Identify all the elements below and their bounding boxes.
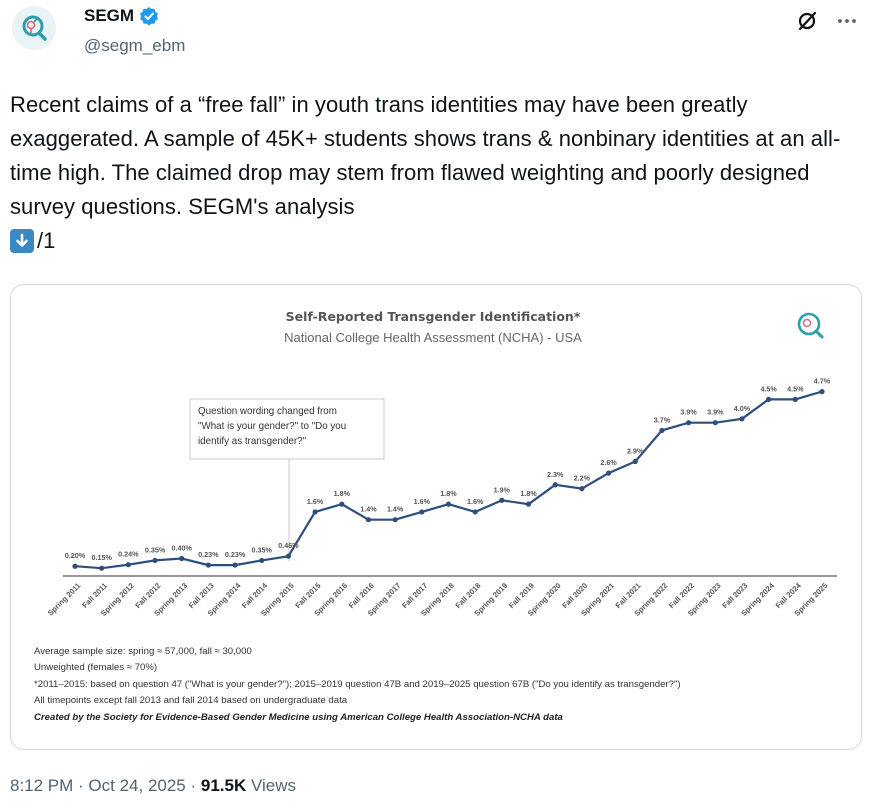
data-point <box>766 396 772 402</box>
segm-logo-icon <box>22 15 47 41</box>
account-handle[interactable]: @segm_ebm <box>84 36 186 55</box>
tweet-text: Recent claims of a “free fall” in youth … <box>10 88 866 258</box>
views-label: Views <box>246 776 297 795</box>
tweet-meta: 8:12 PM · Oct 24, 2025 · 91.5K Views <box>10 776 296 796</box>
data-point <box>819 389 825 395</box>
data-label: 1.6% <box>307 497 324 506</box>
data-label: 0.35% <box>252 545 273 554</box>
data-label: 2.6% <box>600 458 617 467</box>
thread-index: /1 <box>37 228 56 253</box>
data-label: 0.20% <box>65 551 86 560</box>
data-point <box>605 470 612 476</box>
data-label: 2.9% <box>627 446 644 455</box>
data-point <box>659 427 665 434</box>
data-point <box>125 562 131 568</box>
data-label: 1.8% <box>520 489 537 498</box>
series-group <box>72 389 825 571</box>
data-point <box>339 501 345 507</box>
annotation-line-1: Question wording changed from <box>198 406 337 417</box>
data-label: 0.15% <box>91 553 112 562</box>
data-point <box>365 517 372 523</box>
tweet-date[interactable]: Oct 24, 2025 <box>88 776 186 795</box>
chart-logo-icon <box>797 312 824 339</box>
annotation-box <box>189 398 385 460</box>
data-point <box>445 501 452 507</box>
data-label: 3.9% <box>707 408 724 417</box>
data-point <box>285 553 292 559</box>
data-label: 0.23% <box>198 550 219 559</box>
data-label: 1.4% <box>360 505 377 514</box>
data-label: 1.6% <box>467 497 484 506</box>
data-point <box>472 509 478 515</box>
data-label: 0.40% <box>172 543 193 552</box>
data-point <box>152 557 158 564</box>
data-point <box>686 420 692 426</box>
meta-separator: · <box>73 776 89 795</box>
data-point <box>739 416 745 422</box>
data-label: 0.35% <box>145 545 166 554</box>
chart-credit: Created by the Society for Evidence-Base… <box>34 712 564 723</box>
data-label: 4.5% <box>787 384 804 393</box>
account-name[interactable]: SEGM <box>84 6 135 25</box>
tweet-image-card[interactable]: Self-Reported Transgender Identification… <box>10 284 862 750</box>
annotation-line-3: identify as transgender?" <box>198 436 307 447</box>
slash-circle-icon[interactable] <box>796 10 818 32</box>
data-point <box>525 501 532 507</box>
data-point <box>792 396 798 402</box>
account-name-row[interactable]: SEGM <box>84 6 159 26</box>
data-point <box>205 562 211 568</box>
data-point <box>579 486 585 492</box>
data-point <box>392 517 398 523</box>
avatar[interactable] <box>12 6 56 50</box>
data-label: 4.7% <box>814 377 831 386</box>
data-label: 1.8% <box>334 489 351 498</box>
verified-badge-icon <box>140 7 159 26</box>
meta-separator: · <box>185 776 201 795</box>
chart-title: Self-Reported Transgender Identification… <box>286 309 581 324</box>
down-arrow-emoji-icon <box>10 229 34 253</box>
data-point <box>99 565 105 571</box>
data-label: 0.46% <box>278 541 299 550</box>
data-point <box>259 557 265 564</box>
data-point <box>419 509 425 515</box>
data-point <box>552 482 558 488</box>
data-label: 0.24% <box>118 550 139 559</box>
tweet-actions-top <box>796 10 858 32</box>
x-tick-label: Spring 2011 <box>46 581 83 618</box>
data-point <box>179 555 185 562</box>
data-label: 1.8% <box>440 489 457 498</box>
data-label: 2.2% <box>574 474 591 483</box>
data-point <box>232 562 238 568</box>
chart-subtitle: National College Health Assessment (NCHA… <box>284 330 582 345</box>
chart-note-3: *2011–2015: based on question 47 ("What … <box>34 679 681 690</box>
tweet-line-2: /1 <box>10 224 866 258</box>
data-label: 2.3% <box>547 470 564 479</box>
chart-note-4: All timepoints except fall 2013 and fall… <box>34 695 348 706</box>
views-count: 91.5K <box>200 776 247 795</box>
series-line <box>74 390 823 570</box>
data-label: 0.23% <box>225 550 246 559</box>
data-label: 1.4% <box>387 505 404 514</box>
trans-identification-chart: Self-Reported Transgender Identification… <box>34 309 837 723</box>
data-point <box>499 497 505 503</box>
data-label: 3.7% <box>654 415 671 424</box>
chart-note-2: Unweighted (females ≈ 70%) <box>34 662 157 673</box>
data-point <box>632 458 638 465</box>
data-point <box>72 563 78 569</box>
tweet-time[interactable]: 8:12 PM <box>10 776 74 795</box>
data-point <box>712 420 718 426</box>
chart-note-1: Average sample size: spring ≈ 57,000, fa… <box>34 646 252 657</box>
data-label: 1.9% <box>494 485 511 494</box>
more-dots-icon[interactable] <box>836 10 858 32</box>
data-label: 3.9% <box>680 408 697 417</box>
data-label: 4.5% <box>760 384 777 393</box>
tweet-body: Recent claims of a “free fall” in youth … <box>10 92 841 219</box>
annotation-line-2: "What is your gender?" to "Do you <box>198 421 346 432</box>
data-labels-group: 0.20% 0.15% 0.24% 0.35% 0.40% 0.23% 0.23% 0.35%… <box>65 377 831 563</box>
data-point <box>312 509 318 515</box>
data-label: 1.6% <box>414 497 431 506</box>
data-label: 4.0% <box>734 404 751 413</box>
